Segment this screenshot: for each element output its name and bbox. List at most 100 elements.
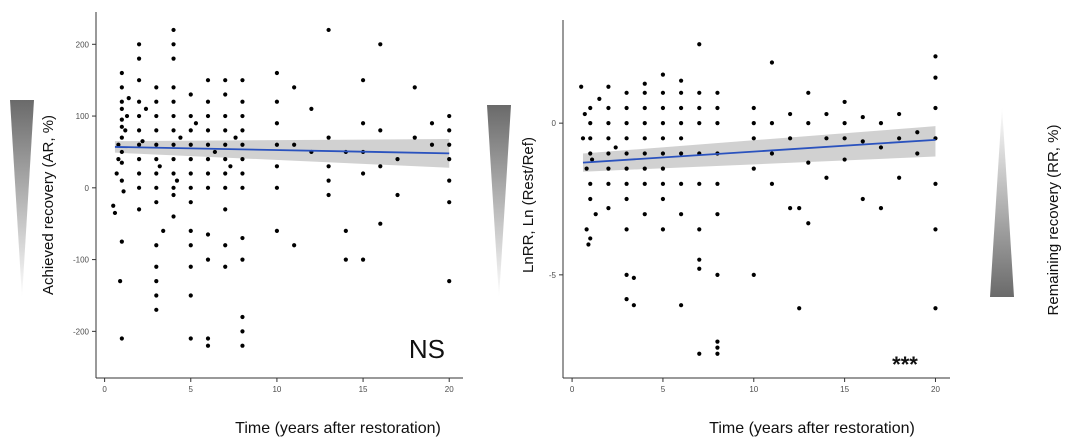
data-point [343, 228, 348, 233]
data-point [223, 264, 228, 269]
data-point [360, 257, 366, 262]
data-point [188, 185, 193, 190]
x-tick-label: 0 [102, 385, 107, 394]
data-point [678, 136, 684, 141]
data-point [588, 105, 593, 111]
data-point [642, 151, 647, 156]
gradient-wedge-middle [487, 105, 511, 298]
data-point [660, 90, 666, 95]
data-point [326, 27, 331, 33]
data-point [188, 293, 193, 298]
data-point [842, 121, 847, 126]
data-point [171, 85, 176, 90]
data-point [205, 99, 211, 104]
data-point [642, 212, 647, 217]
chart-panel-lnrr: LnRR, Ln (Rest/Ref) Remaining recovery (… [520, 20, 1062, 437]
data-point [228, 164, 233, 169]
data-point [660, 227, 666, 232]
confidence-band [582, 126, 936, 172]
data-point [188, 157, 193, 162]
data-point [360, 78, 366, 83]
data-point [660, 196, 666, 202]
data-point [119, 99, 124, 104]
data-point [797, 306, 802, 311]
annotation-ns: NS [409, 334, 445, 364]
x-tick-label: 0 [570, 385, 575, 394]
data-point [715, 90, 720, 95]
data-point [136, 185, 142, 190]
data-point [580, 136, 586, 141]
data-point [121, 189, 126, 194]
data-point [205, 185, 211, 190]
data-point [624, 166, 629, 171]
x-tick-label: 20 [445, 385, 454, 394]
data-point [326, 164, 331, 169]
data-point [223, 78, 228, 83]
data-point [378, 128, 383, 133]
data-point [642, 81, 647, 86]
data-point [678, 105, 684, 111]
data-point [188, 92, 193, 97]
data-point [240, 142, 245, 147]
data-point [624, 196, 629, 202]
data-point [678, 303, 684, 308]
data-point [660, 121, 666, 126]
data-point [154, 113, 159, 119]
data-point [240, 78, 245, 83]
data-point [233, 135, 238, 140]
data-point [624, 151, 629, 156]
data-point [897, 136, 902, 141]
data-point [751, 166, 756, 171]
data-point [292, 85, 297, 90]
data-point [188, 128, 193, 133]
data-point [154, 157, 159, 162]
data-point [205, 232, 211, 237]
data-point [878, 206, 884, 211]
data-point [119, 336, 124, 341]
data-point [171, 113, 176, 119]
data-point [586, 242, 591, 247]
data-point [154, 99, 159, 104]
data-point [136, 42, 142, 47]
data-point [395, 157, 400, 162]
data-point [223, 243, 228, 248]
data-point [378, 221, 383, 226]
y-axis-label-middle: LnRR, Ln (Rest/Ref) [520, 137, 537, 273]
data-point [154, 307, 159, 312]
data-point [136, 56, 142, 61]
data-point [447, 113, 452, 119]
data-point [697, 105, 702, 111]
data-point [309, 106, 314, 111]
data-point [642, 90, 647, 95]
data-point [447, 279, 452, 284]
data-point [171, 192, 176, 198]
data-point [660, 151, 666, 156]
data-point [240, 329, 245, 334]
data-point [223, 92, 228, 97]
data-point [606, 136, 611, 141]
data-point [140, 139, 145, 144]
data-point [897, 175, 902, 180]
data-point [447, 142, 452, 147]
data-point [326, 135, 331, 140]
data-point [188, 200, 193, 205]
data-point [860, 114, 865, 120]
data-point [136, 157, 142, 162]
data-point [588, 136, 593, 141]
data-point [119, 70, 124, 76]
data-point [631, 275, 636, 280]
data-point [842, 157, 847, 162]
x-tick-label: 15 [359, 385, 368, 394]
data-point [447, 128, 452, 133]
data-point [447, 157, 452, 162]
confidence-band [114, 139, 450, 168]
data-point [588, 181, 593, 186]
data-point [178, 135, 183, 140]
data-point [343, 257, 348, 262]
data-point [678, 212, 684, 217]
data-point [119, 178, 124, 183]
x-tick-label: 5 [661, 385, 666, 394]
x-tick-label: 15 [840, 385, 849, 394]
x-axis-label-left: Time (years after restoration) [235, 420, 441, 437]
data-point [205, 343, 211, 348]
